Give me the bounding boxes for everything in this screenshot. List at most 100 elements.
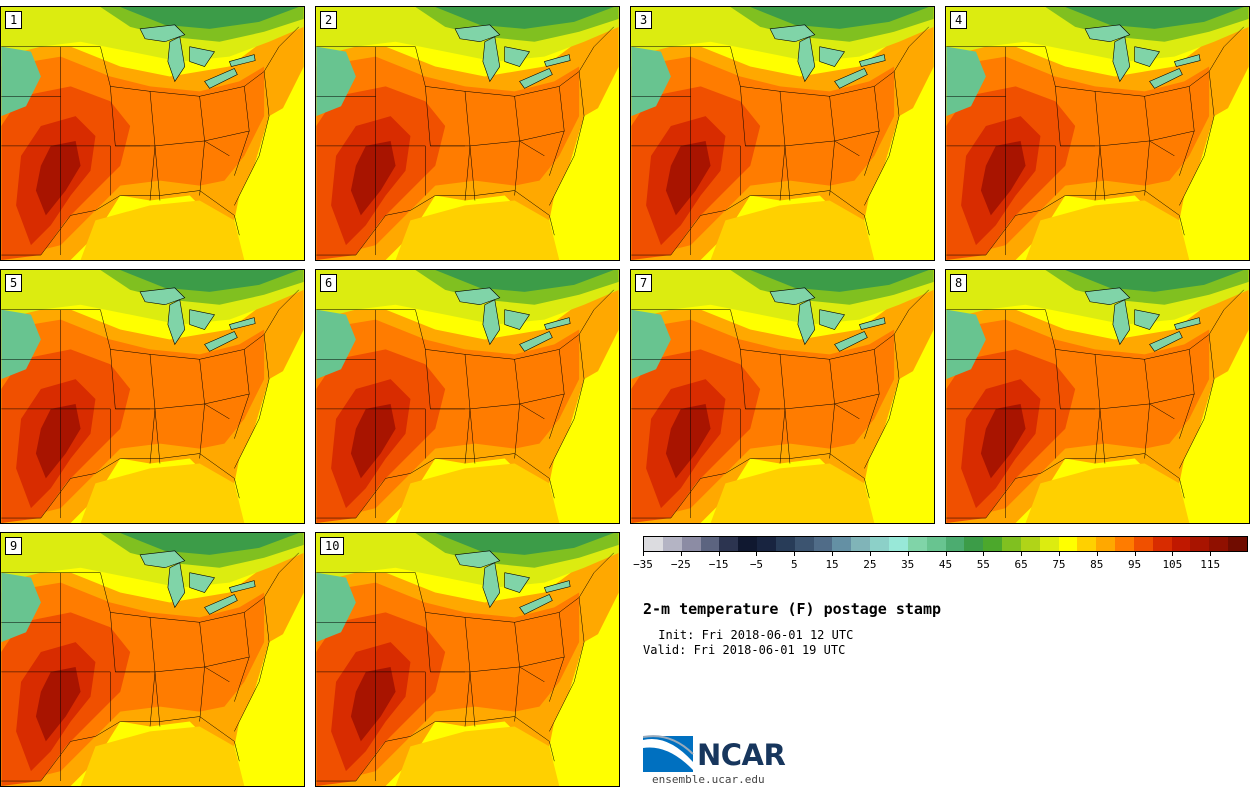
- colorbar-tick-mark: [832, 552, 834, 556]
- colorbar-segment: [775, 537, 795, 551]
- init-time: Init: Fri 2018-06-01 12 UTC: [651, 628, 854, 642]
- temperature-map: [1, 533, 304, 786]
- ncar-logo-icon: [643, 735, 694, 772]
- colorbar-tick-label: 115: [1200, 558, 1221, 571]
- panel-number: 2: [320, 11, 338, 29]
- colorbar-segment: [1115, 537, 1134, 551]
- colorbar-segment: [1002, 537, 1021, 551]
- colorbar-segment: [681, 537, 701, 551]
- panel-number: 5: [5, 274, 23, 292]
- colorbar-tick-mark: [1134, 552, 1136, 556]
- colorbar-segment: [1190, 537, 1210, 551]
- colorbar-tick-mark: [1058, 552, 1060, 556]
- colorbar-tick-label: −15: [708, 558, 729, 571]
- colorbar-segment: [794, 537, 814, 551]
- panel-number: 3: [635, 11, 653, 29]
- colorbar-segment: [644, 537, 663, 551]
- colorbar-tick-mark: [718, 552, 720, 556]
- map-panel: 7: [630, 269, 935, 524]
- colorbar-segment: [851, 537, 871, 551]
- colorbar-tick-label: 45: [938, 558, 953, 571]
- colorbar-segment: [1133, 537, 1153, 551]
- colorbar-tick-label: −25: [670, 558, 691, 571]
- temperature-map: [946, 7, 1249, 260]
- temperature-map: [1, 270, 304, 523]
- panel-number: 4: [950, 11, 968, 29]
- temperature-map: [1, 7, 304, 260]
- colorbar-tick-label: 55: [976, 558, 990, 571]
- colorbar-segment: [1077, 537, 1097, 551]
- colorbar-segment: [907, 537, 927, 551]
- temperature-map: [631, 270, 934, 523]
- colorbar-tick-mark: [983, 552, 985, 556]
- colorbar-tick-label: 5: [790, 558, 798, 571]
- colorbar-tick-label: 65: [1014, 558, 1028, 571]
- panel-number: 6: [320, 274, 338, 292]
- colorbar-tick-label: 85: [1090, 558, 1104, 571]
- map-panel: 4: [945, 6, 1250, 261]
- map-panel: 1: [0, 6, 305, 261]
- map-panel: 8: [945, 269, 1250, 524]
- colorbar-segment: [1020, 537, 1040, 551]
- colorbar-segment: [945, 537, 965, 551]
- colorbar-segment: [1171, 537, 1191, 551]
- panel-number: 9: [5, 537, 23, 555]
- colorbar-tick-label: −5: [749, 558, 764, 571]
- colorbar-segment: [662, 537, 682, 551]
- colorbar-tick-mark: [869, 552, 871, 556]
- colorbar-tick-mark: [1172, 552, 1174, 556]
- panel-number: 7: [635, 274, 653, 292]
- temperature-map: [316, 270, 619, 523]
- colorbar-tick-label: 75: [1052, 558, 1066, 571]
- colorbar-tick-mark: [1096, 552, 1098, 556]
- colorbar-segment: [813, 537, 833, 551]
- panel-number: 10: [320, 537, 345, 555]
- colorbar-tick-mark: [907, 552, 909, 556]
- colorbar-tick-mark: [945, 552, 947, 556]
- colorbar-segment: [1058, 537, 1078, 551]
- valid-time: Valid: Fri 2018-06-01 19 UTC: [643, 643, 846, 657]
- panel-number: 1: [5, 11, 23, 29]
- colorbar-segment: [1096, 537, 1116, 551]
- colorbar-segment: [757, 537, 776, 551]
- colorbar-segment: [719, 537, 739, 551]
- colorbar: [643, 536, 1248, 552]
- colorbar-segment: [1039, 537, 1059, 551]
- colorbar-tick-mark: [794, 552, 796, 556]
- colorbar-tick-label: −35: [633, 558, 653, 571]
- colorbar-tick-label: 95: [1127, 558, 1142, 571]
- temperature-map: [316, 7, 619, 260]
- colorbar-segment: [926, 537, 946, 551]
- colorbar-segment: [1152, 537, 1172, 551]
- map-panel: 6: [315, 269, 620, 524]
- logo-url: ensemble.ucar.edu: [652, 773, 765, 786]
- map-panel: 9: [0, 532, 305, 787]
- temperature-map: [946, 270, 1249, 523]
- map-panel: 2: [315, 6, 620, 261]
- colorbar-tick-mark: [680, 552, 682, 556]
- panel-number: 8: [950, 274, 968, 292]
- logo-name: NCAR: [697, 738, 786, 772]
- colorbar-segment: [983, 537, 1003, 551]
- map-panel: 5: [0, 269, 305, 524]
- colorbar-segment: [870, 537, 889, 551]
- colorbar-segment: [888, 537, 908, 551]
- colorbar-tick-mark: [756, 552, 758, 556]
- map-panel: 10: [315, 532, 620, 787]
- temperature-map: [631, 7, 934, 260]
- colorbar-tick-label: 25: [863, 558, 877, 571]
- colorbar-tick-label: 105: [1162, 558, 1183, 571]
- colorbar-segment: [1228, 537, 1247, 551]
- figure-title: 2-m temperature (F) postage stamp: [643, 600, 942, 618]
- colorbar-segment: [964, 537, 984, 551]
- colorbar-tick-label: 35: [901, 558, 915, 571]
- colorbar-segment: [1209, 537, 1229, 551]
- colorbar-segment: [700, 537, 720, 551]
- colorbar-tick-mark: [1210, 552, 1212, 556]
- colorbar-ticks: −35 −25 −15 −5 5 15 25 35 45 55 65 75 85 95 105 115: [633, 552, 1248, 576]
- colorbar-segment: [832, 537, 852, 551]
- colorbar-segment: [738, 537, 758, 551]
- colorbar-tick-mark: [1021, 552, 1023, 556]
- colorbar-tick-label: 15: [825, 558, 839, 571]
- map-panel: 3: [630, 6, 935, 261]
